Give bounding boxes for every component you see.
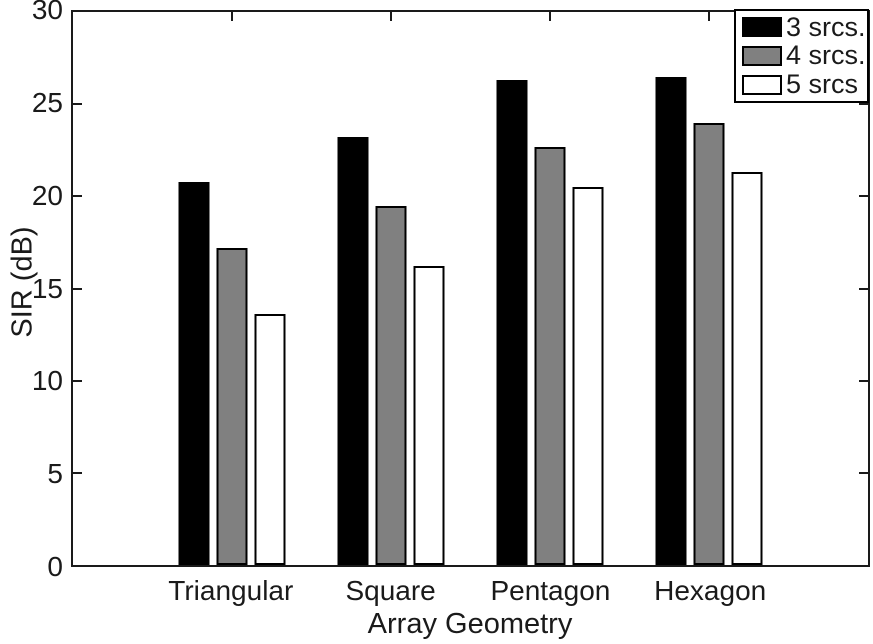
y-tick-label: 10 bbox=[31, 365, 63, 397]
y-axis-tick-mark bbox=[859, 103, 868, 106]
y-tick-label: 25 bbox=[31, 86, 63, 118]
bar-triangular-3srcs bbox=[178, 181, 210, 565]
bar-triangular-4srcs bbox=[216, 247, 248, 565]
bar-group-pentagon bbox=[496, 12, 604, 565]
y-tick-label: 0 bbox=[47, 551, 63, 582]
legend-swatch-icon bbox=[742, 17, 782, 38]
x-axis-tick-mark bbox=[549, 12, 551, 21]
bar-hexagon-3srcs bbox=[655, 76, 687, 565]
y-axis-tick-mark bbox=[859, 287, 868, 290]
bar-group-square bbox=[337, 12, 445, 565]
bar-square-5srcs bbox=[413, 266, 445, 565]
x-axis-label: Array Geometry bbox=[367, 608, 573, 640]
legend-swatch-icon bbox=[742, 74, 782, 95]
bar-square-3srcs bbox=[337, 137, 369, 565]
x-tick-label-hexagon: Hexagon bbox=[654, 575, 767, 606]
y-axis-tick-mark bbox=[73, 103, 82, 106]
x-axis-tick-mark bbox=[231, 12, 233, 21]
y-axis-tick-mark bbox=[73, 471, 82, 474]
x-tick-label-square: Square bbox=[345, 575, 436, 606]
bar-hexagon-4srcs bbox=[693, 122, 725, 565]
y-axis-tick-mark bbox=[73, 195, 82, 198]
legend-entry: 5 srcs bbox=[742, 71, 867, 98]
y-axis-tick-mark bbox=[73, 379, 82, 382]
bar-group-triangular bbox=[178, 12, 286, 565]
bar-pentagon-5srcs bbox=[572, 187, 604, 565]
legend-swatch-icon bbox=[742, 45, 782, 66]
bar-pentagon-4srcs bbox=[534, 146, 566, 565]
legend-entry: 4 srcs. bbox=[742, 42, 867, 69]
x-tick-label-pentagon: Pentagon bbox=[490, 575, 611, 606]
legend-entry: 3 srcs. bbox=[742, 11, 867, 42]
y-axis-tick-mark bbox=[73, 287, 82, 290]
bar-hexagon-5srcs bbox=[731, 172, 763, 565]
y-tick-label: 15 bbox=[31, 272, 63, 304]
bar-triangular-5srcs bbox=[254, 314, 286, 565]
y-axis-tick-labels: 0 5 10 15 20 25 30 bbox=[0, 0, 63, 581]
bar-square-4srcs bbox=[375, 205, 407, 565]
y-tick-label: 5 bbox=[47, 458, 63, 490]
bar-group-hexagon bbox=[655, 12, 763, 565]
bar-pentagon-3srcs bbox=[496, 80, 528, 565]
legend-entry-label: 5 srcs bbox=[786, 69, 859, 100]
x-axis-tick-labels: Triangular Square Pentagon Hexagon bbox=[71, 577, 870, 609]
y-tick-label: 20 bbox=[31, 179, 63, 211]
legend-entry-label: 3 srcs. bbox=[786, 11, 866, 42]
legend-entry-label: 4 srcs. bbox=[786, 40, 866, 71]
legend: 3 srcs. 4 srcs. 5 srcs bbox=[734, 9, 869, 103]
y-axis-tick-mark bbox=[859, 471, 868, 474]
y-axis-tick-mark bbox=[859, 195, 868, 198]
y-tick-label: 30 bbox=[31, 0, 63, 25]
x-axis-tick-mark bbox=[708, 12, 710, 21]
y-axis-tick-mark bbox=[859, 379, 868, 382]
x-tick-label-triangular: Triangular bbox=[168, 575, 294, 606]
x-axis-tick-mark bbox=[390, 12, 392, 21]
